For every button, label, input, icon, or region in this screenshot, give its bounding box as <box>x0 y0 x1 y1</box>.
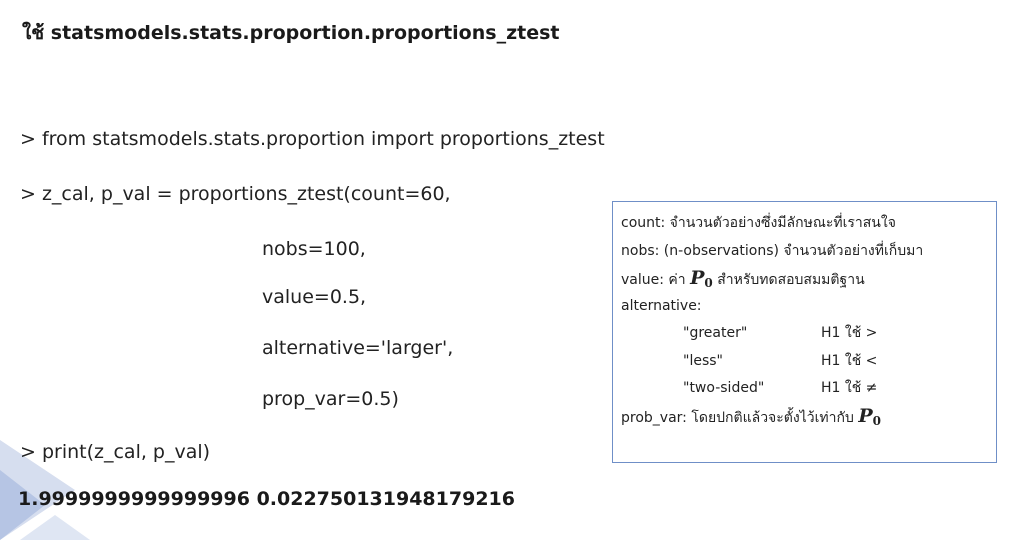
info-value-suffix: สำหรับทดสอบสมมติฐาน <box>717 272 865 288</box>
alt-item-two-sided: "two-sided" H1 ใช้ ≠ <box>621 375 996 403</box>
p0-symbol: P0 <box>690 267 713 290</box>
alt-h1: H1 ใช้ > <box>821 325 878 341</box>
alt-name: "greater" <box>683 325 748 341</box>
alt-h1: H1 ใช้ < <box>821 352 878 369</box>
code-line-print: > print(z_cal, p_val) <box>20 441 211 463</box>
alt-name: "two-sided" <box>683 380 765 396</box>
output-result: 1.9999999999999996 0.022750131948179216 <box>18 488 515 510</box>
p0-symbol: P0 <box>858 404 881 428</box>
info-value: value: ค่า P0 สำหรับทดสอบสมมติฐาน <box>621 265 996 293</box>
code-line-import: > from statsmodels.stats.proportion impo… <box>20 128 605 150</box>
info-value-prefix: value: ค่า <box>621 272 686 288</box>
info-alternative: alternative: <box>621 297 702 314</box>
parameter-info-box: count: จำนวนตัวอย่างซึ่งมีลักษณะที่เราสน… <box>612 201 997 463</box>
code-line-prop-var: prop_var=0.5) <box>262 388 399 410</box>
alt-name: "less" <box>683 352 723 369</box>
info-nobs: nobs: (n-observations) จำนวนตัวอย่างที่เ… <box>621 242 924 259</box>
code-line-ztest-call: > z_cal, p_val = proportions_ztest(count… <box>20 183 451 205</box>
alt-item-less: "less" H1 ใช้ < <box>621 348 996 376</box>
code-line-nobs: nobs=100, <box>262 238 366 260</box>
alt-h1: H1 ใช้ ≠ <box>821 380 878 396</box>
info-prob-var: prob_var: โดยปกติแล้วจะตั้งไว้เท่ากับ P0 <box>621 403 996 431</box>
info-count: count: จำนวนตัวอย่างซึ่งมีลักษณะที่เราสน… <box>621 215 896 231</box>
page-title: ใช้ statsmodels.stats.proportion.proport… <box>22 22 560 44</box>
code-line-value: value=0.5, <box>262 286 367 308</box>
info-prob-var-text: prob_var: โดยปกติแล้วจะตั้งไว้เท่ากับ <box>621 409 854 426</box>
code-line-alternative: alternative='larger', <box>262 337 454 359</box>
alt-item-greater: "greater" H1 ใช้ > <box>621 320 996 348</box>
